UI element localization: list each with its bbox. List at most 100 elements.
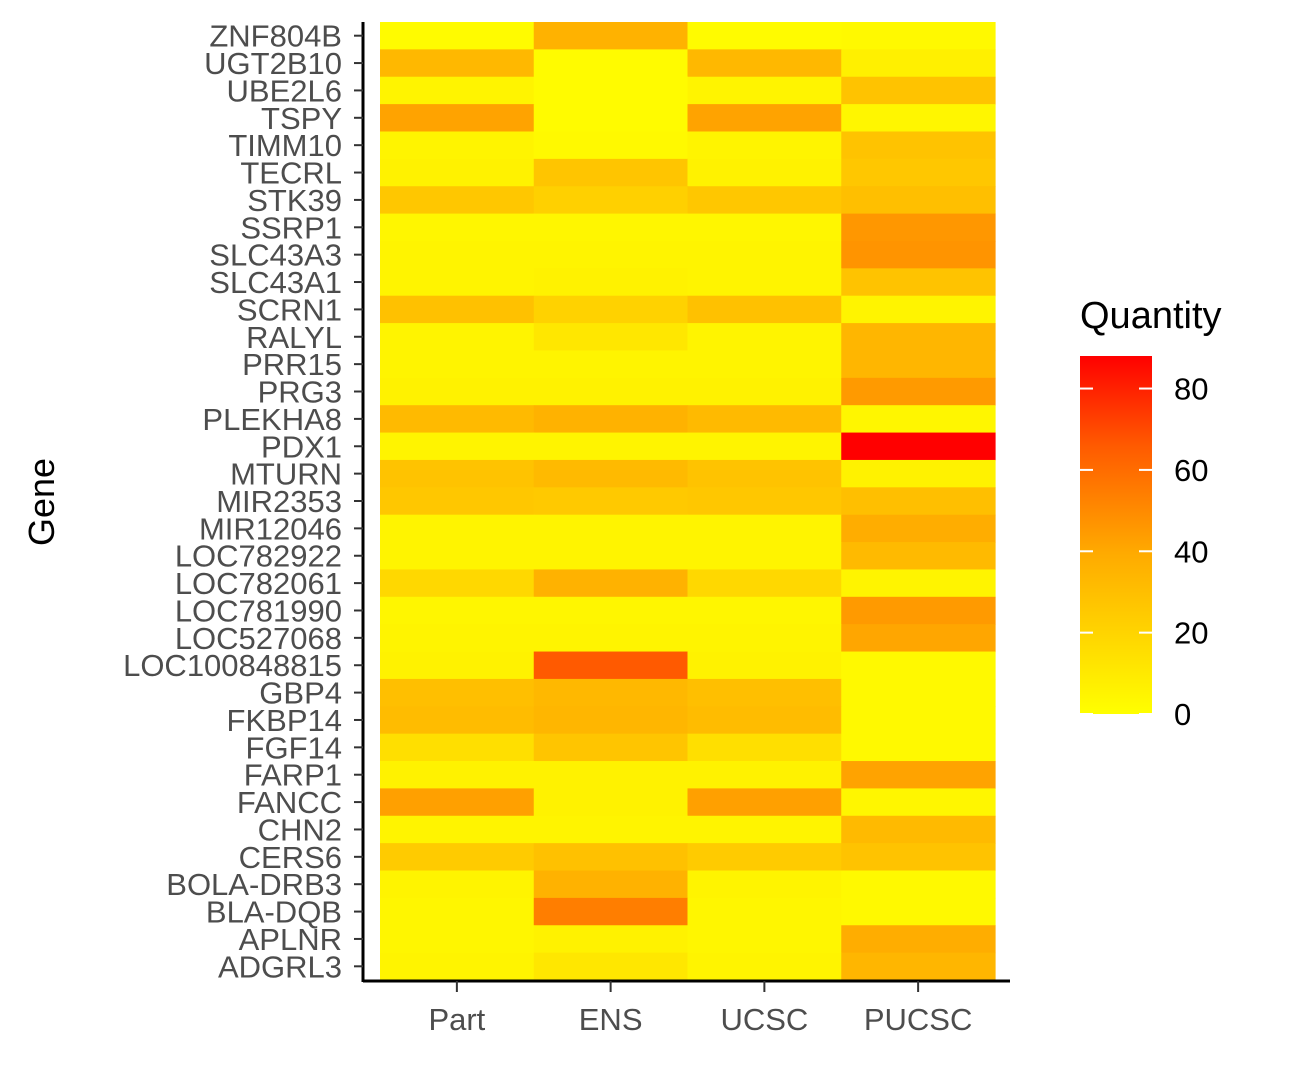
y-tick-label: LOC527068 [175, 621, 342, 656]
heatmap-cell [687, 651, 842, 680]
heatmap-cell [687, 158, 842, 187]
heatmap-cell [841, 295, 996, 324]
heatmap-cell [380, 131, 535, 160]
y-tick-label: LOC782061 [175, 566, 342, 601]
heatmap-cell [687, 432, 842, 461]
heatmap-cell [841, 925, 996, 954]
heatmap-cell [533, 815, 689, 844]
heatmap-cell [533, 487, 689, 516]
heatmap-cell [687, 104, 842, 133]
heatmap-cells [380, 22, 996, 981]
heatmap-cell [380, 104, 535, 133]
heatmap-cell [687, 952, 842, 981]
heatmap-cell [687, 240, 842, 269]
heatmap-cell [841, 22, 996, 50]
heatmap-cell [687, 678, 842, 707]
heatmap-cell [841, 377, 996, 406]
heatmap-cell [841, 952, 996, 981]
y-tick-label: CERS6 [239, 840, 342, 875]
heatmap-cell [841, 186, 996, 215]
heatmap-cell [687, 213, 842, 242]
heatmap-cell [380, 350, 535, 379]
heatmap-cell [380, 761, 535, 789]
heatmap-cell [380, 405, 535, 434]
heatmap-cell [380, 268, 535, 297]
x-tick-label: PUCSC [864, 1002, 973, 1037]
heatmap-cell [533, 323, 689, 352]
y-tick-label: BOLA-DRB3 [166, 867, 342, 902]
y-tick-label: SLC43A1 [209, 265, 342, 300]
heatmap-cell [841, 131, 996, 160]
legend-ticks: 0 20 40 60 80 [1080, 372, 1208, 732]
y-tick-label: UGT2B10 [204, 46, 342, 81]
heatmap-cell [533, 377, 689, 406]
heatmap-cell [687, 542, 842, 571]
y-tick-label: FGF14 [246, 730, 342, 765]
heatmap-cell [380, 377, 535, 406]
heatmap-cell [687, 350, 842, 379]
heatmap-cell [841, 405, 996, 434]
legend: Quantity 0 20 40 60 80 [1080, 295, 1222, 732]
y-tick-label: ZNF804B [209, 19, 342, 54]
y-tick-label: LOC782922 [175, 539, 342, 574]
heatmap-cell [841, 788, 996, 817]
legend-tick-label: 80 [1174, 372, 1208, 407]
y-tick-label: ADGRL3 [218, 949, 342, 984]
legend-tick-label: 0 [1174, 697, 1191, 732]
heatmap-cell [687, 733, 842, 762]
y-tick-label: BLA-DQB [206, 895, 342, 930]
heatmap-cell [380, 952, 535, 981]
y-tick-label: MIR12046 [199, 511, 342, 546]
heatmap-cell [533, 706, 689, 735]
heatmap-cell [380, 678, 535, 707]
heatmap-cell [841, 843, 996, 872]
heatmap-cell [687, 377, 842, 406]
heatmap-cell [687, 186, 842, 215]
heatmap-cell [841, 76, 996, 105]
heatmap-cell [841, 459, 996, 488]
heatmap-cell [841, 761, 996, 789]
heatmap-cell [533, 569, 689, 598]
y-tick-label: TECRL [240, 156, 342, 191]
y-tick-label: UBE2L6 [227, 73, 342, 108]
y-axis-title: Gene [21, 458, 62, 546]
heatmap-cell [533, 432, 689, 461]
y-tick-label: PRG3 [258, 375, 342, 410]
heatmap-cell [533, 733, 689, 762]
heatmap-cell [841, 897, 996, 926]
heatmap-cell [380, 542, 535, 571]
heatmap-cell [533, 240, 689, 269]
heatmap-cell [841, 678, 996, 707]
heatmap-cell [687, 49, 842, 78]
heatmap-cell [380, 897, 535, 926]
heatmap-cell [533, 350, 689, 379]
y-tick-label: PRR15 [242, 347, 342, 382]
y-tick-label: SLC43A3 [209, 238, 342, 273]
heatmap-cell [380, 213, 535, 242]
heatmap-cell [533, 651, 689, 680]
legend-title: Quantity [1080, 295, 1222, 337]
heatmap-cell [841, 624, 996, 653]
y-tick-label: FARP1 [244, 758, 342, 793]
heatmap-cell [687, 815, 842, 844]
heatmap-cell [841, 815, 996, 844]
heatmap-cell [687, 487, 842, 516]
heatmap-cell [687, 596, 842, 625]
heatmap-cell [841, 569, 996, 598]
heatmap-cell [533, 761, 689, 789]
y-tick-label: STK39 [247, 183, 342, 218]
y-tick-label: PLEKHA8 [202, 402, 342, 437]
heatmap-cell [380, 323, 535, 352]
heatmap-cell [380, 22, 535, 50]
heatmap-cell [841, 104, 996, 133]
heatmap-cell [380, 76, 535, 105]
heatmap-cell [841, 323, 996, 352]
heatmap-cell [841, 651, 996, 680]
y-tick-label: LOC781990 [175, 593, 342, 628]
heatmap-cell [533, 897, 689, 926]
y-tick-label: SCRN1 [237, 292, 342, 327]
heatmap-cell [533, 405, 689, 434]
heatmap-cell [533, 678, 689, 707]
